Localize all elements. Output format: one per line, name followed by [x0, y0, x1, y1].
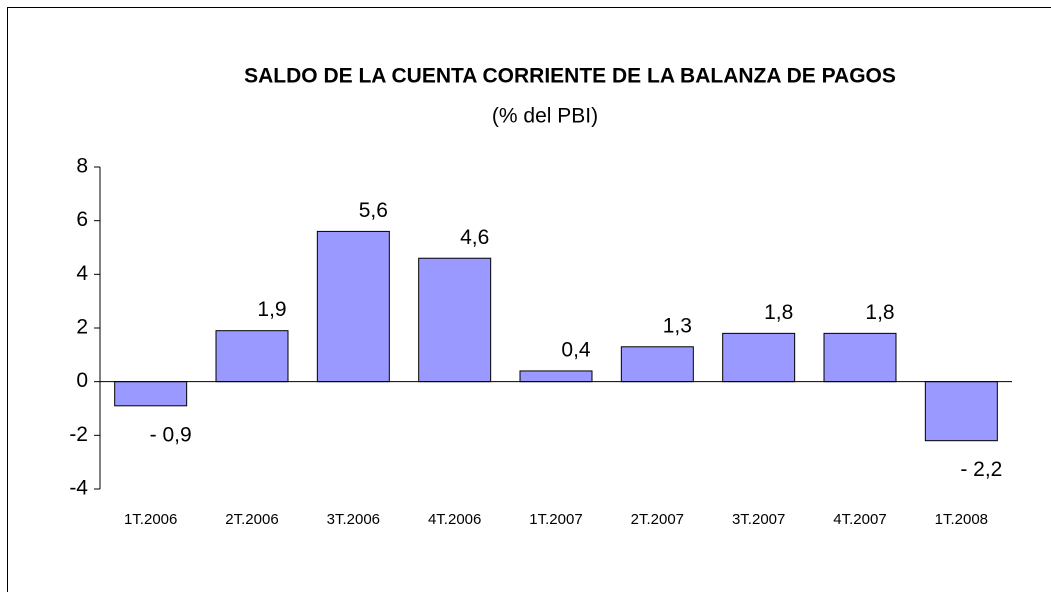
y-tick-label: 6 [76, 208, 88, 231]
bar [114, 381, 188, 407]
value-label: 0,4 [561, 338, 591, 361]
x-tick-label: 3T.2007 [732, 511, 785, 528]
x-tick-label: 4T.2007 [833, 511, 886, 528]
bar [722, 332, 796, 383]
x-tick-label: 2T.2007 [631, 511, 684, 528]
value-label: - 0,9 [150, 423, 192, 446]
y-tick-label: 0 [76, 369, 88, 392]
bar [823, 332, 897, 383]
bar [215, 330, 289, 383]
y-tick-label: 8 [76, 155, 88, 178]
bar [519, 370, 593, 383]
value-label: 1,8 [764, 301, 793, 324]
bar [924, 381, 998, 442]
value-label: 4,6 [460, 226, 489, 249]
value-label: 5,6 [359, 199, 388, 222]
x-tick-label: 4T.2006 [428, 511, 481, 528]
value-label: 1,8 [865, 301, 894, 324]
value-label: 1,3 [663, 314, 692, 337]
x-tick-label: 1T.2007 [529, 511, 582, 528]
value-label: 1,9 [257, 298, 286, 321]
x-tick-label: 1T.2008 [935, 511, 988, 528]
y-tick-label: 4 [76, 262, 88, 285]
chart-frame [7, 7, 1051, 592]
value-label: - 2,2 [960, 458, 1002, 481]
chart-title: SALDO DE LA CUENTA CORRIENTE DE LA BALAN… [244, 65, 896, 88]
y-tick-label: 2 [76, 316, 88, 339]
chart-subtitle: (% del PBI) [492, 105, 598, 128]
x-tick-label: 1T.2006 [124, 511, 177, 528]
y-tick-label: -4 [69, 477, 88, 500]
x-tick-label: 2T.2006 [225, 511, 278, 528]
bar [316, 230, 390, 383]
y-tick-label: -2 [69, 423, 88, 446]
bar [620, 346, 694, 383]
bar [418, 257, 492, 383]
x-tick-label: 3T.2006 [327, 511, 380, 528]
